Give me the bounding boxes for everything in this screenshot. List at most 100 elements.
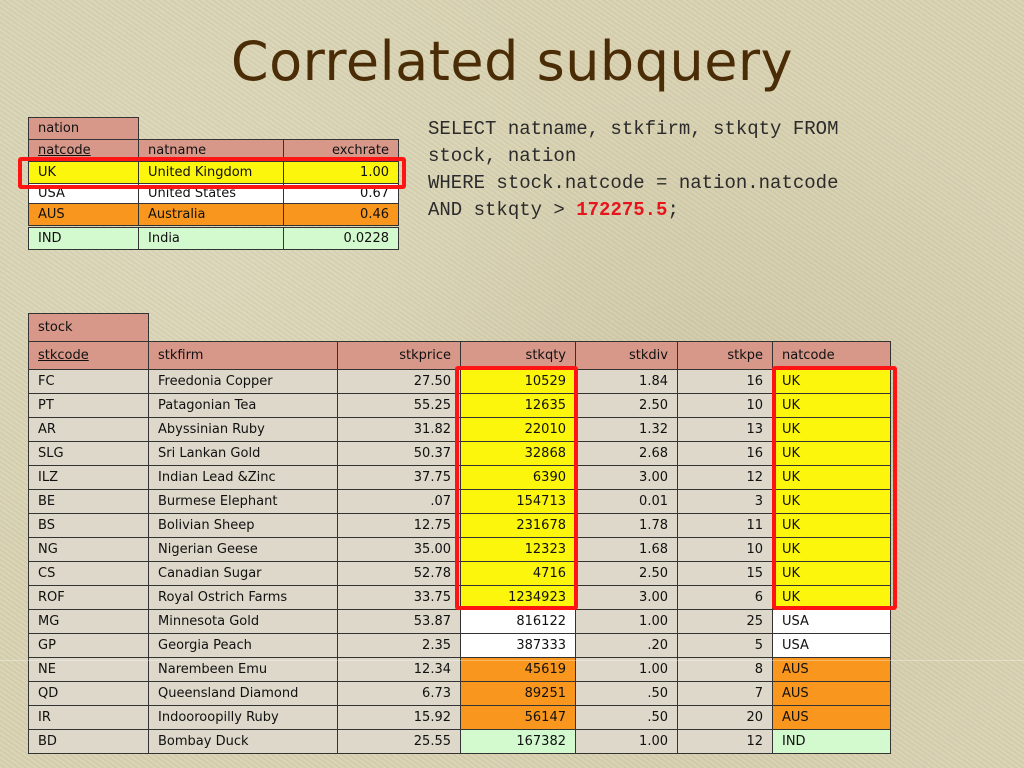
- stock-cell-stkfirm: Minnesota Gold: [148, 609, 338, 634]
- stock-cell-natcode: UK: [771, 369, 892, 394]
- stock-cell-stkpe: 16: [677, 441, 773, 466]
- stock-cell-stkfirm: Bolivian Sheep: [148, 513, 338, 538]
- stock-cell-stkdiv: 1.78: [575, 513, 678, 538]
- nation-table-name-spacer: [138, 117, 399, 140]
- sql-query: SELECT natname, stkfirm, stkqty FROM sto…: [428, 116, 1008, 224]
- stock-cell-stkpe: 25: [677, 609, 773, 634]
- nation-row-usa: USA United States 0.67: [28, 183, 399, 204]
- stock-row: PT Patagonian Tea 55.25 12635 2.50 10 UK: [28, 393, 892, 418]
- stock-cell-natcode: UK: [771, 393, 892, 418]
- nation-table: nation natcode natname exchrate UK Unite…: [28, 117, 399, 250]
- nation-cell-exchrate: 0.46: [283, 203, 399, 226]
- stock-cell-stkqty: 154713: [460, 489, 576, 514]
- stock-cell-stkfirm: Freedonia Copper: [148, 369, 338, 394]
- stock-cell-stkprice: 52.78: [337, 561, 461, 586]
- stock-cell-stkprice: 15.92: [337, 705, 461, 730]
- stock-cell-natcode: UK: [771, 489, 892, 514]
- stock-cell-stkcode: CS: [28, 561, 149, 586]
- stock-header-stkdiv: stkdiv: [575, 341, 678, 370]
- sql-line-1: SELECT natname, stkfirm, stkqty FROM: [428, 118, 839, 140]
- stock-cell-stkpe: 3: [677, 489, 773, 514]
- stock-cell-stkqty: 32868: [460, 441, 576, 466]
- stock-cell-stkprice: 33.75: [337, 585, 461, 610]
- stock-cell-stkdiv: 0.01: [575, 489, 678, 514]
- stock-cell-stkprice: 53.87: [337, 609, 461, 634]
- stock-cell-stkprice: .07: [337, 489, 461, 514]
- nation-cell-natname: United States: [138, 183, 284, 204]
- stock-cell-stkprice: 35.00: [337, 537, 461, 562]
- stock-header-stkcode: stkcode: [28, 341, 149, 370]
- stock-cell-stkcode: MG: [28, 609, 149, 634]
- stock-table: stock stkcode stkfirm stkprice stkqty st…: [28, 313, 892, 754]
- stock-cell-stkpe: 10: [677, 537, 773, 562]
- nation-header-exchrate: exchrate: [283, 139, 399, 162]
- stock-cell-stkdiv: 3.00: [575, 465, 678, 490]
- stock-row: FC Freedonia Copper 27.50 10529 1.84 16 UK: [28, 369, 892, 394]
- nation-cell-natcode: AUS: [28, 203, 139, 226]
- stock-cell-natcode: USA: [771, 633, 892, 658]
- stock-row: ROF Royal Ostrich Farms 33.75 1234923 3.00 6 U…: [28, 585, 892, 610]
- stock-cell-stkpe: 13: [677, 417, 773, 442]
- stock-cell-stkqty: 6390: [460, 465, 576, 490]
- stock-cell-stkcode: ILZ: [28, 465, 149, 490]
- stock-cell-natcode: UK: [771, 441, 892, 466]
- stock-cell-stkprice: 2.35: [337, 633, 461, 658]
- stock-cell-stkprice: 37.75: [337, 465, 461, 490]
- stock-cell-stkprice: 50.37: [337, 441, 461, 466]
- stock-cell-stkdiv: 1.68: [575, 537, 678, 562]
- stock-cell-stkpe: 20: [677, 705, 773, 730]
- nation-cell-natcode: UK: [28, 161, 139, 184]
- stock-table-name: stock: [28, 313, 149, 342]
- stock-cell-stkprice: 31.82: [337, 417, 461, 442]
- stock-cell-stkdiv: 2.68: [575, 441, 678, 466]
- stock-row: IR Indooroopilly Ruby 15.92 56147.50 20 AUS: [28, 705, 892, 730]
- stock-cell-stkdiv: 2.50: [575, 393, 678, 418]
- sql-line-4-suffix: ;: [667, 199, 679, 221]
- stock-header-stkfirm: stkfirm: [148, 341, 338, 370]
- nation-row-uk: UK United Kingdom 1.00: [28, 161, 399, 184]
- stock-cell-stkqty: 12635: [460, 393, 576, 418]
- stock-cell-natcode: AUS: [771, 657, 892, 682]
- stock-cell-stkfirm: Nigerian Geese: [148, 537, 338, 562]
- stock-cell-stkqty: 10529: [460, 369, 576, 394]
- stock-cell-stkpe: 11: [677, 513, 773, 538]
- nation-cell-exchrate: 1.00: [283, 161, 399, 184]
- slide-title: Correlated subquery: [230, 30, 794, 93]
- nation-row-aus: AUS Australia 0.46: [28, 203, 399, 226]
- stock-cell-stkdiv: 1.84: [575, 369, 678, 394]
- stock-cell-stkdiv: .20: [575, 633, 678, 658]
- stock-header-stkpe: stkpe: [677, 341, 773, 370]
- stock-row: AR Abyssinian Ruby 31.82 22010 1.32 13 UK: [28, 417, 892, 442]
- stock-cell-stkcode: AR: [28, 417, 149, 442]
- stock-cell-natcode: IND: [771, 729, 892, 754]
- nation-cell-natname: India: [138, 227, 284, 250]
- stock-cell-stkcode: NE: [28, 657, 149, 682]
- stock-cell-stkpe: 16: [677, 369, 773, 394]
- stock-header-natcode: natcode: [771, 341, 892, 370]
- stock-row: SLG Sri Lankan Gold 50.37 32868 2.68 16 UK: [28, 441, 892, 466]
- nation-cell-natcode: USA: [28, 183, 139, 204]
- stock-cell-stkqty: 12323: [460, 537, 576, 562]
- stock-cell-stkcode: GP: [28, 633, 149, 658]
- stock-cell-stkqty: 1234923: [460, 585, 576, 610]
- stock-cell-stkdiv: 2.50: [575, 561, 678, 586]
- stock-cell-stkprice: 12.34: [337, 657, 461, 682]
- stock-cell-natcode: UK: [771, 417, 892, 442]
- stock-cell-stkqty: 231678: [460, 513, 576, 538]
- stock-cell-stkqty: 167382: [460, 729, 576, 754]
- stock-cell-stkdiv: 1.32: [575, 417, 678, 442]
- stock-cell-stkfirm: Queensland Diamond: [148, 681, 338, 706]
- stock-cell-stkcode: IR: [28, 705, 149, 730]
- stock-cell-stkfirm: Abyssinian Ruby: [148, 417, 338, 442]
- stock-cell-natcode: USA: [771, 609, 892, 634]
- stock-row: NG Nigerian Geese 35.00 12323 1.68 10 UK: [28, 537, 892, 562]
- stock-cell-natcode: UK: [771, 537, 892, 562]
- stock-cell-stkfirm: Patagonian Tea: [148, 393, 338, 418]
- stock-cell-stkfirm: Narembeen Emu: [148, 657, 338, 682]
- stock-cell-natcode: AUS: [771, 681, 892, 706]
- sql-line-4-prefix: AND stkqty >: [428, 199, 577, 221]
- stock-cell-stkqty: 56147: [460, 705, 576, 730]
- stock-cell-stkcode: ROF: [28, 585, 149, 610]
- stock-cell-stkcode: NG: [28, 537, 149, 562]
- stock-cell-stkfirm: Georgia Peach: [148, 633, 338, 658]
